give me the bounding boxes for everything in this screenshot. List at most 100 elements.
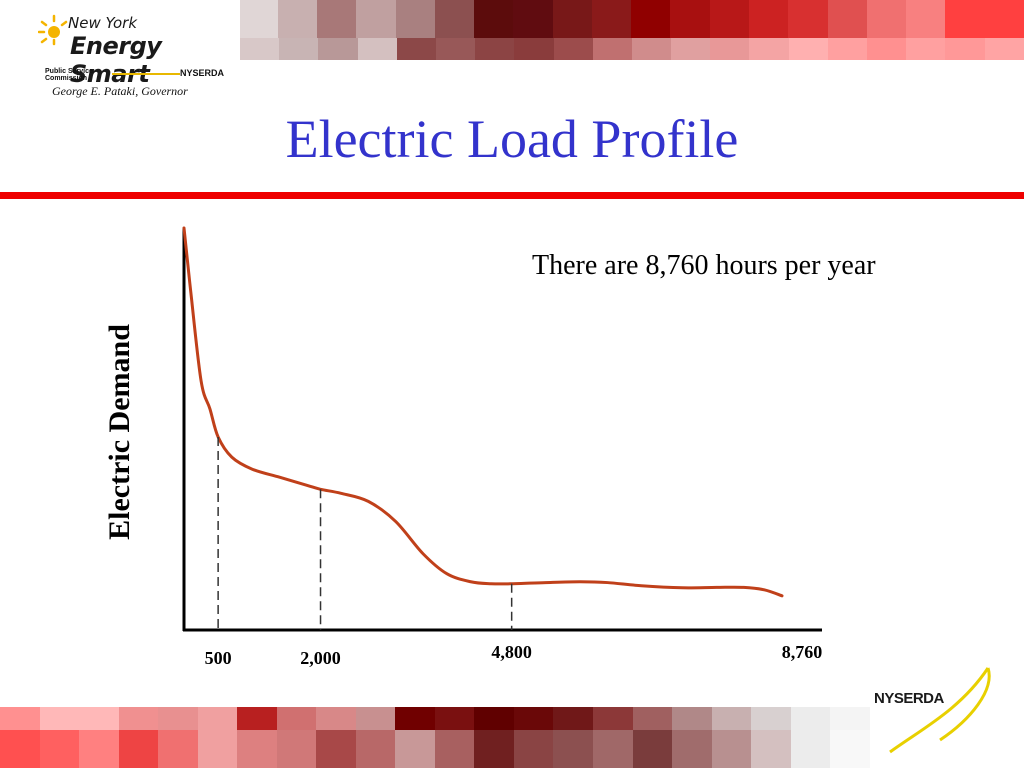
top-band-upper-square bbox=[866, 0, 907, 38]
bottom-band-upper-square bbox=[39, 707, 80, 730]
bottom-band-lower-square bbox=[474, 730, 514, 768]
bottom-band-lower-square bbox=[276, 730, 317, 768]
bottom-band-lower-square bbox=[553, 730, 593, 768]
bottom-band-upper-square bbox=[395, 707, 435, 730]
bottom-band-lower-square bbox=[711, 730, 752, 768]
bottom-band-upper-square bbox=[474, 707, 514, 730]
top-band-upper-square bbox=[277, 0, 318, 38]
bottom-band-upper-square bbox=[237, 707, 277, 730]
top-decor-band-lower bbox=[240, 38, 1024, 60]
top-band-upper-square bbox=[513, 0, 553, 38]
bottom-decor-band-upper bbox=[0, 707, 870, 730]
bottom-band-lower-square bbox=[158, 730, 198, 768]
bottom-band-upper-square bbox=[0, 707, 40, 730]
top-band-upper-square bbox=[709, 0, 749, 38]
bottom-band-lower-square bbox=[355, 730, 396, 768]
bottom-band-upper-square bbox=[751, 707, 791, 730]
top-band-lower-square bbox=[827, 38, 867, 60]
bottom-band-upper-square bbox=[158, 707, 198, 730]
bottom-band-lower-square bbox=[434, 730, 475, 768]
top-band-lower-square bbox=[671, 38, 711, 60]
bottom-band-lower-square bbox=[0, 730, 40, 768]
top-band-upper-square bbox=[591, 0, 632, 38]
x-tick-label-2000: 2,000 bbox=[300, 648, 341, 668]
bottom-band-upper-square bbox=[79, 707, 119, 730]
nyserda-footer-text: NYSERDA bbox=[874, 690, 944, 707]
bottom-band-upper-square bbox=[790, 707, 831, 730]
bottom-band-lower-square bbox=[513, 730, 554, 768]
top-band-upper-square bbox=[317, 0, 357, 38]
title-rule bbox=[0, 192, 1024, 199]
load-profile-curve bbox=[182, 226, 784, 598]
top-band-upper-square bbox=[984, 0, 1024, 38]
bottom-band-lower-square bbox=[39, 730, 80, 768]
top-band-lower-square bbox=[514, 38, 554, 60]
top-band-upper-square bbox=[827, 0, 867, 38]
bottom-decor-band-lower bbox=[0, 730, 870, 768]
bottom-band-lower-square bbox=[592, 730, 633, 768]
bottom-band-lower-square bbox=[790, 730, 831, 768]
sun-icon bbox=[38, 14, 68, 46]
bottom-band-upper-square bbox=[592, 707, 633, 730]
top-band-lower-square bbox=[788, 38, 828, 60]
bottom-band-upper-square bbox=[276, 707, 317, 730]
x-tick-label-8760: 8,760 bbox=[781, 642, 823, 662]
top-band-lower-square bbox=[435, 38, 476, 60]
top-band-lower-square bbox=[984, 38, 1024, 60]
bottom-band-upper-square bbox=[632, 707, 673, 730]
top-band-upper-square bbox=[395, 0, 435, 38]
top-band-lower-square bbox=[592, 38, 632, 60]
bottom-band-lower-square bbox=[632, 730, 673, 768]
bottom-band-upper-square bbox=[553, 707, 593, 730]
top-band-upper-square bbox=[788, 0, 828, 38]
x-tick-label-4800: 4,800 bbox=[491, 642, 532, 662]
top-band-lower-square bbox=[749, 38, 789, 60]
logo-nyserda-small: NYSERDA bbox=[180, 68, 225, 78]
top-band-lower-square bbox=[906, 38, 946, 60]
bottom-band-upper-square bbox=[672, 707, 712, 730]
bottom-band-lower-square bbox=[118, 730, 159, 768]
hours-per-year-note: There are 8,760 hours per year bbox=[532, 250, 876, 281]
swoosh-icon bbox=[889, 667, 991, 754]
top-band-lower-square bbox=[867, 38, 907, 60]
logo-new-york: New York bbox=[68, 14, 138, 32]
top-band-lower-square bbox=[553, 38, 593, 60]
bottom-band-lower-square bbox=[672, 730, 712, 768]
x-tick-label-500: 500 bbox=[204, 648, 232, 668]
top-band-lower-square bbox=[279, 38, 319, 60]
bottom-band-upper-square bbox=[197, 707, 238, 730]
top-band-upper-square bbox=[474, 0, 514, 38]
top-band-upper-square bbox=[748, 0, 789, 38]
bottom-band-upper-square bbox=[434, 707, 475, 730]
top-band-upper-square bbox=[356, 0, 396, 38]
slide-title: Electric Load Profile bbox=[285, 109, 739, 169]
energy-smart-logo: New York Energy Smart Public Service Com… bbox=[0, 0, 240, 102]
bottom-band-lower-square bbox=[79, 730, 119, 768]
top-band-upper-square bbox=[238, 0, 278, 38]
bottom-band-lower-square bbox=[751, 730, 791, 768]
top-band-upper-square bbox=[945, 0, 985, 38]
top-band-lower-square bbox=[396, 38, 436, 60]
bottom-band-upper-square bbox=[830, 707, 870, 730]
top-band-lower-square bbox=[240, 38, 280, 60]
top-band-lower-square bbox=[357, 38, 397, 60]
top-band-upper-square bbox=[631, 0, 671, 38]
top-band-upper-square bbox=[670, 0, 710, 38]
top-band-upper-square bbox=[906, 0, 946, 38]
top-band-lower-square bbox=[318, 38, 358, 60]
nyserda-footer-logo: NYSERDA bbox=[870, 660, 1024, 768]
bottom-band-upper-square bbox=[118, 707, 159, 730]
bottom-band-upper-square bbox=[711, 707, 752, 730]
bottom-band-upper-square bbox=[513, 707, 554, 730]
bottom-band-lower-square bbox=[237, 730, 277, 768]
top-band-lower-square bbox=[945, 38, 985, 60]
bottom-band-lower-square bbox=[197, 730, 238, 768]
bottom-band-upper-square bbox=[316, 707, 356, 730]
top-band-upper-square bbox=[434, 0, 475, 38]
top-band-lower-square bbox=[475, 38, 515, 60]
bottom-band-lower-square bbox=[830, 730, 870, 768]
bottom-band-lower-square bbox=[316, 730, 356, 768]
top-band-lower-square bbox=[710, 38, 750, 60]
bottom-band-lower-square bbox=[395, 730, 435, 768]
